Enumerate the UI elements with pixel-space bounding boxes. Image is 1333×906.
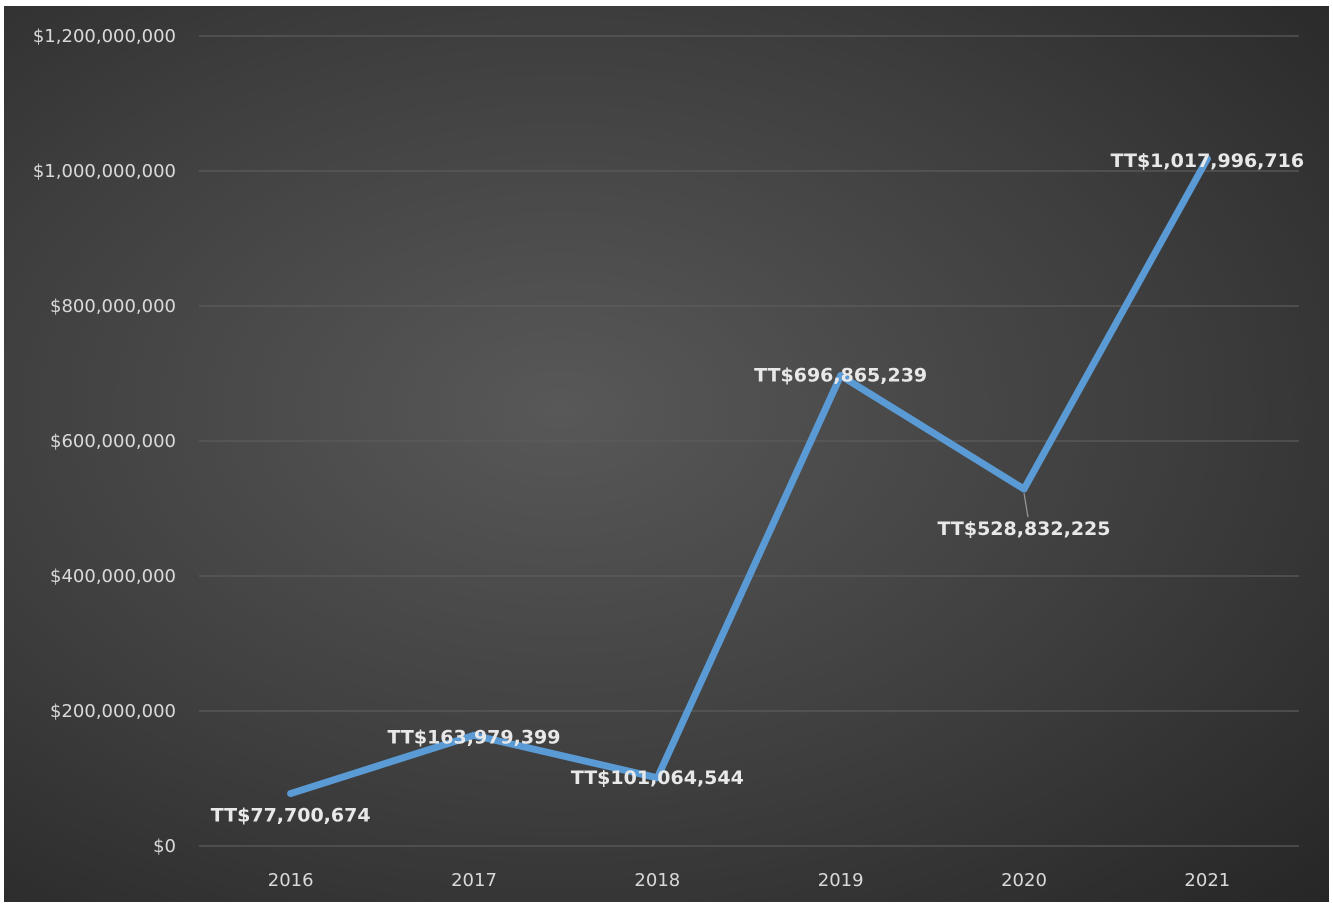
data-point-2016 — [287, 790, 295, 798]
y-tick-label-6: $1,200,000,000 — [33, 26, 176, 47]
data-label-2019: TT$696,865,239 — [754, 365, 927, 387]
y-tick-label-5: $1,000,000,000 — [33, 161, 176, 182]
x-tick-label-2018: 2018 — [634, 870, 680, 891]
y-tick-label-4: $800,000,000 — [50, 296, 176, 317]
series-line-group — [287, 155, 1211, 798]
y-tick-label-3: $600,000,000 — [50, 431, 176, 452]
data-point-2019 — [837, 372, 845, 380]
x-axis-tick-labels: 2016 2017 2018 2019 2020 2021 — [268, 870, 1230, 891]
x-tick-label-2016: 2016 — [268, 870, 314, 891]
data-label-2021: TT$1,017,996,716 — [1111, 150, 1304, 172]
data-label-2016: TT$77,700,674 — [211, 805, 371, 827]
y-tick-label-2: $400,000,000 — [50, 566, 176, 587]
data-point-2018 — [653, 774, 661, 782]
data-point-2020 — [1020, 485, 1028, 493]
data-point-2021 — [1203, 155, 1211, 163]
data-point-2017 — [470, 731, 478, 739]
line-chart: $0 $200,000,000 $400,000,000 $600,000,000 $8… — [33, 26, 1304, 891]
data-label-2017: TT$163,979,399 — [388, 726, 561, 748]
y-tick-label-1: $200,000,000 — [50, 701, 176, 722]
data-labels: TT$77,700,674 TT$163,979,399 TT$101,064,54… — [211, 150, 1304, 827]
x-tick-label-2021: 2021 — [1184, 870, 1230, 891]
y-tick-label-0: $0 — [153, 836, 176, 857]
data-label-2018: TT$101,064,544 — [571, 767, 744, 789]
x-tick-label-2020: 2020 — [1001, 870, 1047, 891]
data-label-leader-2020 — [1023, 492, 1029, 518]
x-tick-label-2017: 2017 — [451, 870, 497, 891]
series-line-0 — [287, 155, 1211, 798]
y-axis-tick-labels: $0 $200,000,000 $400,000,000 $600,000,000 $8… — [33, 26, 176, 857]
data-label-2020: TT$528,832,225 — [938, 518, 1111, 540]
x-tick-label-2019: 2019 — [818, 870, 864, 891]
chart-area: $0 $200,000,000 $400,000,000 $600,000,000 $8… — [4, 6, 1329, 902]
